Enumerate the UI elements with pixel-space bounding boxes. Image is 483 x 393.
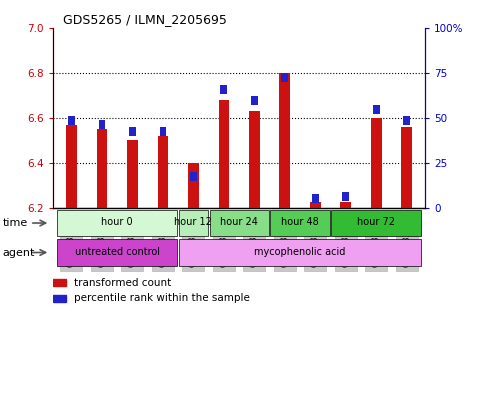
Bar	[188, 163, 199, 208]
Text: GSM1133729: GSM1133729	[280, 216, 289, 267]
FancyBboxPatch shape	[396, 212, 418, 271]
Text: GSM1133732: GSM1133732	[372, 216, 381, 267]
Text: GSM1133730: GSM1133730	[311, 216, 320, 267]
Text: hour 72: hour 72	[357, 217, 395, 228]
Text: GSM1133733: GSM1133733	[402, 216, 411, 267]
Bar	[251, 96, 258, 105]
Bar	[53, 295, 66, 302]
Bar	[218, 100, 229, 208]
FancyBboxPatch shape	[60, 212, 83, 271]
Text: GSM1133724: GSM1133724	[128, 216, 137, 267]
Bar	[66, 125, 77, 208]
Text: agent: agent	[2, 248, 35, 257]
Bar	[97, 129, 107, 208]
Text: transformed count: transformed count	[73, 277, 171, 288]
FancyBboxPatch shape	[57, 210, 177, 236]
Bar	[341, 202, 351, 208]
Text: GDS5265 / ILMN_2205695: GDS5265 / ILMN_2205695	[63, 13, 227, 26]
FancyBboxPatch shape	[365, 212, 387, 271]
Bar	[312, 194, 319, 203]
FancyBboxPatch shape	[152, 212, 174, 271]
Bar	[127, 140, 138, 208]
Bar	[190, 172, 197, 181]
Bar	[282, 73, 288, 82]
FancyBboxPatch shape	[210, 210, 269, 236]
FancyBboxPatch shape	[213, 212, 235, 271]
Text: GSM1133725: GSM1133725	[158, 216, 168, 267]
FancyBboxPatch shape	[179, 239, 421, 266]
Bar	[373, 105, 380, 114]
Bar	[68, 116, 75, 125]
FancyBboxPatch shape	[57, 239, 177, 266]
Text: GSM1133727: GSM1133727	[219, 216, 228, 267]
FancyBboxPatch shape	[179, 210, 208, 236]
Bar	[53, 279, 66, 286]
Bar	[342, 192, 349, 201]
Bar	[310, 202, 321, 208]
FancyBboxPatch shape	[274, 212, 296, 271]
FancyBboxPatch shape	[91, 212, 113, 271]
Text: time: time	[2, 218, 28, 228]
Text: GSM1133722: GSM1133722	[67, 216, 76, 267]
Bar	[159, 127, 166, 136]
FancyBboxPatch shape	[304, 212, 327, 271]
FancyBboxPatch shape	[335, 212, 357, 271]
Bar	[129, 127, 136, 136]
Text: hour 0: hour 0	[101, 217, 133, 228]
Bar	[99, 120, 105, 129]
Text: percentile rank within the sample: percentile rank within the sample	[73, 293, 249, 303]
Text: GSM1133728: GSM1133728	[250, 216, 259, 267]
Bar	[157, 136, 168, 208]
Bar	[403, 116, 410, 125]
FancyBboxPatch shape	[331, 210, 421, 236]
Bar	[371, 118, 382, 208]
FancyBboxPatch shape	[183, 212, 204, 271]
Bar	[249, 111, 260, 208]
FancyBboxPatch shape	[121, 212, 143, 271]
Text: mycophenolic acid: mycophenolic acid	[255, 247, 346, 257]
Text: hour 24: hour 24	[220, 217, 258, 228]
Bar	[280, 73, 290, 208]
FancyBboxPatch shape	[243, 212, 265, 271]
Text: hour 48: hour 48	[281, 217, 319, 228]
Bar	[401, 127, 412, 208]
Text: untreated control: untreated control	[75, 247, 160, 257]
FancyBboxPatch shape	[270, 210, 329, 236]
Text: GSM1133726: GSM1133726	[189, 216, 198, 267]
Bar	[221, 85, 227, 94]
Text: GSM1133723: GSM1133723	[98, 216, 106, 267]
Text: GSM1133731: GSM1133731	[341, 216, 350, 267]
Text: hour 12: hour 12	[174, 217, 213, 228]
